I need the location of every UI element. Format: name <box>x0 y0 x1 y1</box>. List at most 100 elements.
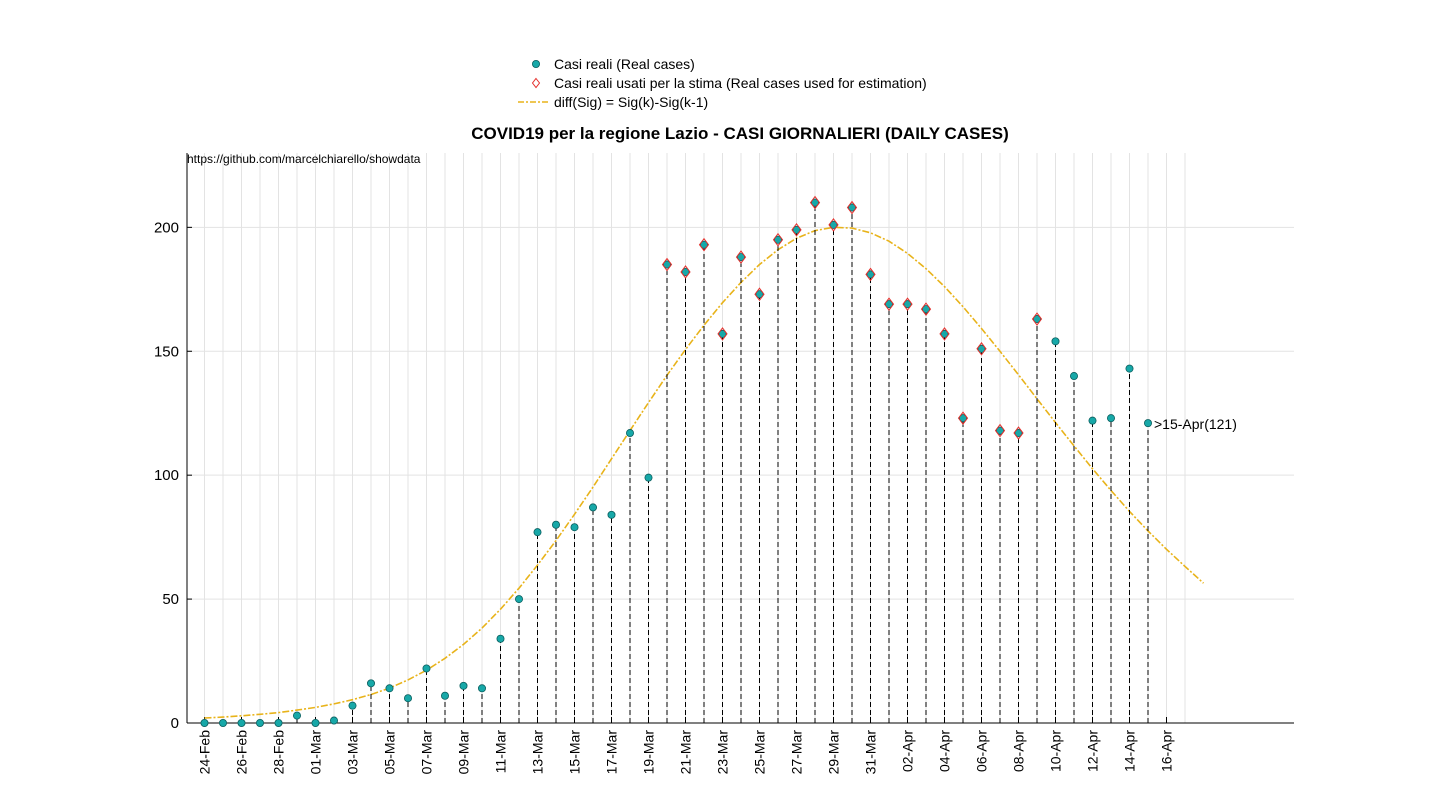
estimation-point <box>680 265 691 279</box>
real-case-point <box>329 716 338 725</box>
estimation-point <box>846 200 858 215</box>
x-tick-label: 05-Mar <box>382 730 398 775</box>
y-tick-label: 100 <box>154 467 179 484</box>
legend: Casi reali (Real cases) Casi reali usati… <box>516 55 976 115</box>
real-case-point <box>422 664 431 673</box>
estimation-point <box>883 297 895 312</box>
real-case-point <box>348 701 357 710</box>
real-case-point <box>292 711 301 720</box>
x-tick-label: 17-Mar <box>604 730 620 775</box>
x-tick-label: 10-Apr <box>1048 730 1064 772</box>
real-case-point <box>940 329 949 338</box>
real-case-point <box>774 235 783 244</box>
real-case-point <box>737 253 746 262</box>
legend-label: Casi reali usati per la stima (Real case… <box>554 75 927 91</box>
real-case-point <box>996 426 1005 435</box>
x-tick-label: 19-Mar <box>641 730 657 775</box>
legend-dashdot-line <box>518 101 550 103</box>
real-case-point <box>570 523 579 532</box>
estimation-point <box>920 302 932 316</box>
legend-diamond-marker <box>531 77 541 89</box>
real-case-point <box>977 344 986 353</box>
y-tick-label: 0 <box>171 715 179 732</box>
real-case-point <box>1014 429 1023 438</box>
estimation-point <box>772 232 784 247</box>
real-case-point <box>644 473 653 482</box>
real-case-point <box>700 240 709 249</box>
real-case-point <box>811 198 820 207</box>
x-tick-label: 31-Mar <box>863 730 879 775</box>
estimation-point <box>976 341 987 356</box>
real-case-point <box>311 719 320 728</box>
x-tick-label: 03-Mar <box>345 730 361 775</box>
real-case-point <box>792 225 801 234</box>
real-case-point <box>274 719 283 728</box>
real-cases-points <box>200 198 1153 728</box>
real-case-point <box>366 679 375 688</box>
real-case-point <box>829 220 838 229</box>
real-case-point <box>885 300 894 309</box>
estimation-point <box>1013 426 1024 440</box>
real-case-point <box>218 719 227 728</box>
x-tick-label: 24-Feb <box>197 730 213 775</box>
real-case-point <box>237 719 246 728</box>
real-case-point <box>1051 337 1060 346</box>
real-case-point <box>385 684 394 693</box>
estimation-point <box>902 297 913 312</box>
legend-circle-marker <box>531 60 540 68</box>
grid-lines <box>187 153 1294 724</box>
real-case-point <box>1070 372 1079 381</box>
real-case-point <box>1144 419 1153 428</box>
estimation-point <box>1031 312 1043 326</box>
real-case-point <box>496 634 505 643</box>
estimation-point <box>957 411 969 426</box>
estimation-point <box>735 250 747 264</box>
x-tick-label: 13-Mar <box>530 730 546 775</box>
x-tick-label: 16-Apr <box>1159 730 1175 772</box>
real-case-point <box>459 681 468 690</box>
real-case-point <box>681 267 690 276</box>
legend-label: Casi reali (Real cases) <box>554 56 695 72</box>
x-tick-label: 14-Apr <box>1122 730 1138 772</box>
real-case-point <box>922 305 931 314</box>
x-tick-label: 11-Mar <box>493 730 509 774</box>
estimation-point <box>717 327 728 341</box>
x-tick-label: 06-Apr <box>974 730 990 772</box>
estimation-point <box>994 423 1006 438</box>
real-case-point <box>848 203 857 212</box>
x-tick-label: 28-Feb <box>271 730 287 775</box>
x-tick-label: 08-Apr <box>1011 730 1027 772</box>
real-case-point <box>626 429 635 438</box>
real-case-point <box>552 520 561 529</box>
legend-label: diff(Sig) = Sig(k)-Sig(k-1) <box>554 94 709 110</box>
real-case-point <box>477 684 486 693</box>
x-tick-label: 09-Mar <box>456 730 472 775</box>
x-tick-label: 23-Mar <box>715 730 731 775</box>
real-case-point <box>607 510 616 519</box>
x-tick-label: 07-Mar <box>419 730 435 775</box>
real-case-point <box>515 595 524 604</box>
estimation-point <box>809 195 821 210</box>
real-case-point <box>589 503 598 512</box>
chart-title: COVID19 per la regione Lazio - CASI GIOR… <box>471 124 1009 143</box>
x-tick-label: 29-Mar <box>826 730 842 775</box>
x-tick-label: 15-Mar <box>567 730 583 775</box>
x-tick-label: 27-Mar <box>789 730 805 775</box>
estimation-point <box>698 237 710 252</box>
estimation-point <box>791 222 802 237</box>
real-case-point <box>755 290 764 299</box>
x-tick-label: 26-Feb <box>234 730 250 775</box>
y-tick-label: 200 <box>154 219 179 236</box>
estimation-points <box>661 195 1043 440</box>
annotation-last-value: >15-Apr(121) <box>1154 416 1237 432</box>
x-tick-label: 04-Apr <box>937 730 953 772</box>
real-case-point <box>255 719 264 728</box>
real-case-point <box>403 694 412 703</box>
y-tick-label: 50 <box>162 591 179 608</box>
real-case-point <box>663 260 672 269</box>
x-tick-label: 25-Mar <box>752 730 768 775</box>
estimation-point <box>828 218 839 232</box>
real-case-point <box>1088 416 1097 425</box>
x-tick-label: 21-Mar <box>678 730 694 775</box>
